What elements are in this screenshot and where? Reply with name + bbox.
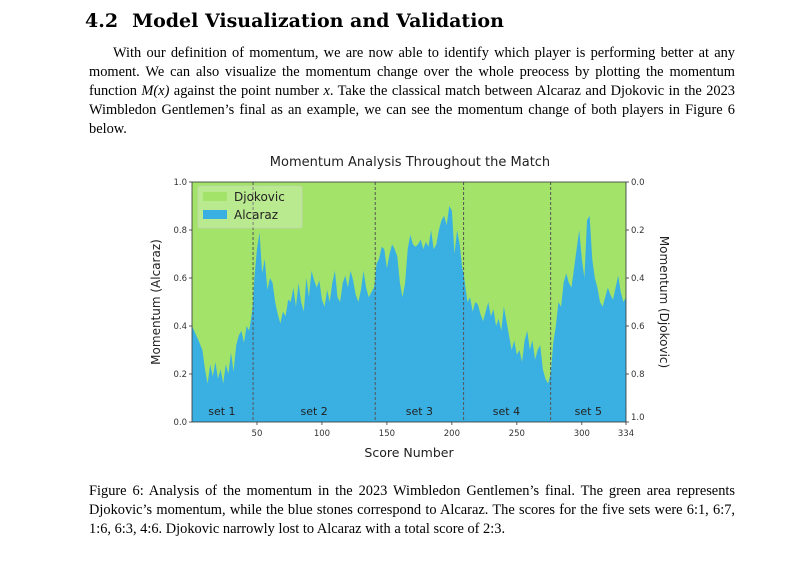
y-tick-label-left: 0.2: [173, 370, 187, 380]
legend-label-djokovic: Djokovic: [234, 190, 285, 204]
figure-caption: Figure 6: Analysis of the momentum in th…: [89, 483, 735, 537]
set-label: set 5: [575, 405, 602, 418]
x-tick-label: 300: [574, 429, 590, 439]
x-tick-label: 100: [314, 429, 330, 439]
y-tick-label-right: 0.8: [631, 370, 645, 380]
set-labels: set 1 set 2 set 3 set 4 set 5: [208, 405, 602, 418]
set-label: set 1: [208, 405, 235, 418]
y-tick-label-left: 0.8: [173, 226, 187, 236]
x-tick-label: 150: [379, 429, 395, 439]
alcaraz-area: [192, 206, 626, 422]
right-y-axis-label: Momentum (Djokovic): [657, 236, 671, 368]
y-tick-label-right: 0.6: [631, 322, 645, 332]
x-tick-label: 200: [444, 429, 460, 439]
legend-swatch-alcaraz: [203, 210, 227, 219]
set-label: set 4: [493, 405, 520, 418]
y-tick-label-right: 0.0: [631, 178, 645, 188]
set-dividers: [252, 182, 552, 422]
left-y-axis-label: Momentum (Alcaraz): [149, 239, 163, 365]
para-text-2: against the point number: [169, 83, 324, 99]
x-tick-label: 50: [252, 429, 263, 439]
section-heading: 4.2 Model Visualization and Validation: [85, 10, 504, 32]
section-number: 4.2: [85, 10, 119, 32]
para-text-1: With our definition of momentum, we are …: [89, 45, 735, 99]
set-label: set 2: [300, 405, 327, 418]
x-axis-label: Score Number: [364, 445, 454, 460]
y-tick-label-left: 0.6: [173, 274, 187, 284]
body-paragraph: With our definition of momentum, we are …: [89, 44, 735, 139]
math-variable: x: [323, 83, 330, 99]
y-tick-label-left: 0.0: [173, 418, 187, 428]
left-y-axis-ticks: 0.0 0.2 0.4 0.6 0.8 1.0: [173, 178, 192, 428]
legend-label-alcaraz: Alcaraz: [234, 208, 278, 222]
chart-title: Momentum Analysis Throughout the Match: [270, 155, 550, 170]
right-y-axis-ticks: 1.0 0.8 0.6 0.4 0.2 0.0: [626, 178, 645, 423]
section-title: Model Visualization and Validation: [132, 10, 504, 32]
legend-swatch-djokovic: [203, 192, 227, 201]
y-tick-label-right: 0.2: [631, 226, 645, 236]
x-axis-ticks: 50 100 150 200 250 300 334: [252, 422, 634, 439]
plot-frame: [191, 181, 627, 423]
x-tick-label: 250: [509, 429, 525, 439]
momentum-chart: Momentum Analysis Throughout the Match s…: [149, 155, 671, 460]
para-text-3: . Take the classical match between Alcar…: [89, 83, 735, 137]
set-label: set 3: [406, 405, 433, 418]
y-tick-label-right: 1.0: [631, 413, 645, 423]
y-tick-label-left: 1.0: [173, 178, 187, 188]
y-tick-label-left: 0.4: [173, 322, 187, 332]
math-function: M(x): [141, 83, 170, 99]
x-tick-label: 334: [618, 429, 634, 439]
legend: Djokovic Alcaraz: [197, 185, 303, 229]
y-tick-label-right: 0.4: [631, 274, 645, 284]
